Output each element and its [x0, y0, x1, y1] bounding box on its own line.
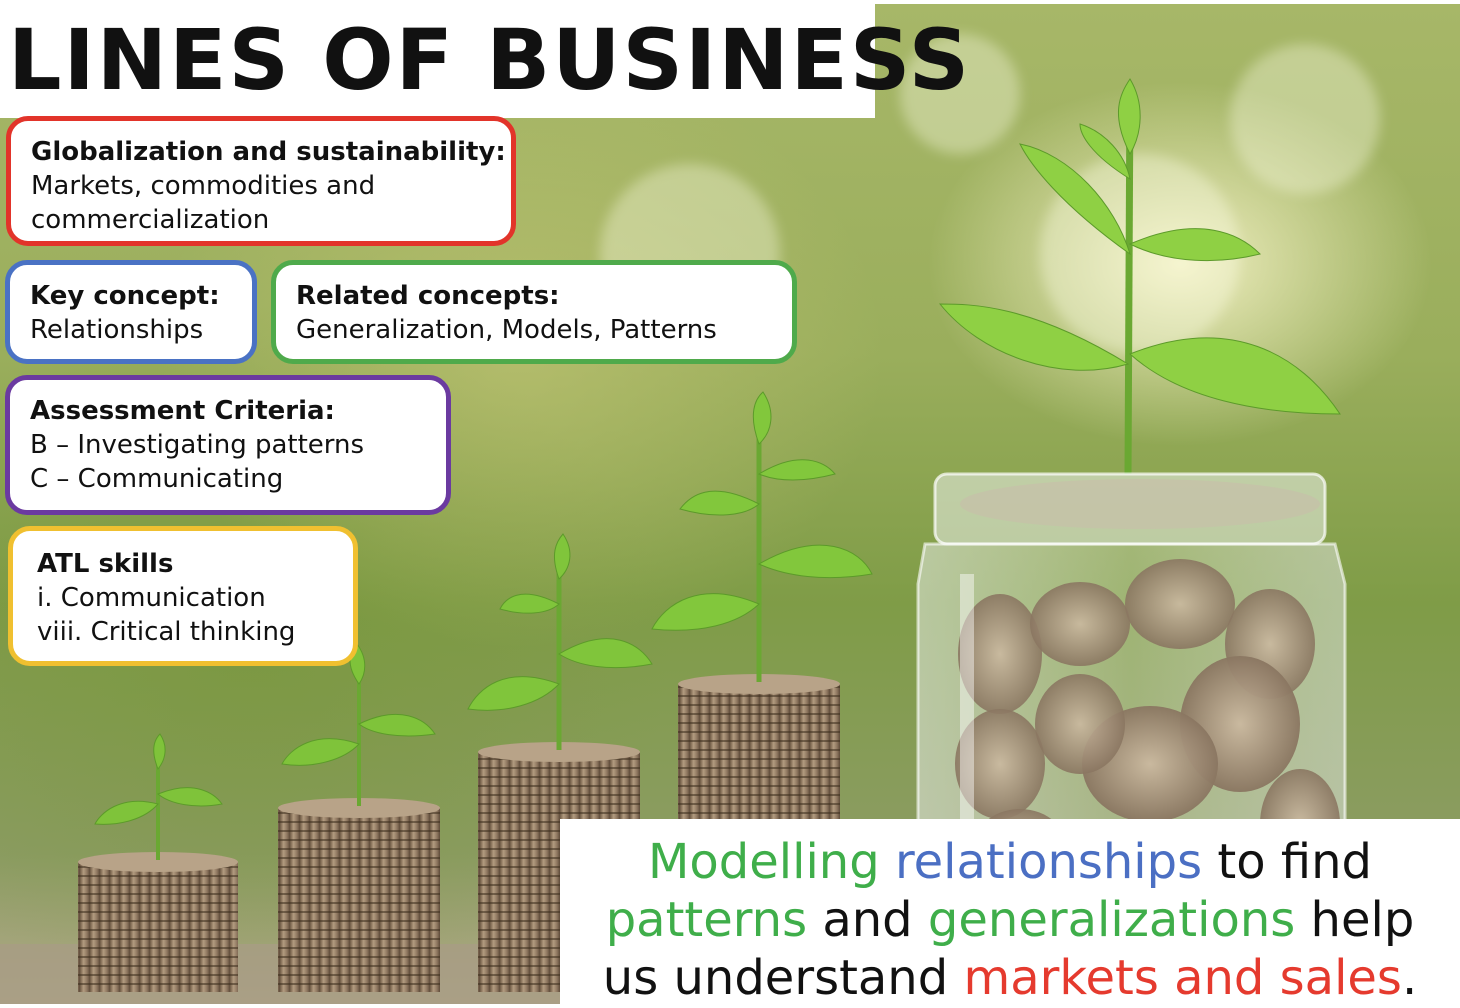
- summary-word: relationships: [894, 834, 1203, 890]
- globalization-box: Globalization and sustainability: Market…: [6, 116, 516, 246]
- atl-item: viii. Critical thinking: [37, 617, 296, 647]
- assessment-criteria-box: Assessment Criteria: B – Investigating p…: [5, 375, 451, 515]
- summary-word: markets and sales: [963, 950, 1402, 1004]
- summary-word: to find: [1217, 834, 1372, 890]
- globalization-line-1: Markets, commodities and: [31, 171, 376, 201]
- coin-stack-2: [278, 798, 440, 992]
- related-concepts-heading: Related concepts:: [296, 281, 560, 311]
- title-banner: LINES OF BUSINESS: [0, 4, 969, 118]
- summary-word: .: [1401, 950, 1418, 1004]
- summary-word: Modelling: [648, 834, 880, 890]
- sprout-1: [94, 733, 223, 860]
- summary-word: us understand: [602, 950, 949, 1004]
- globalization-line-2: commercialization: [31, 205, 270, 235]
- sprout-3: [467, 533, 653, 750]
- page-title: LINES OF BUSINESS: [8, 11, 972, 109]
- summary-word: patterns: [605, 892, 808, 948]
- large-plant: [938, 78, 1341, 475]
- assessment-item: C – Communicating: [30, 464, 284, 494]
- sprout-4: [651, 391, 873, 682]
- key-concept-box: Key concept: Relationships: [5, 260, 257, 364]
- assessment-heading: Assessment Criteria:: [30, 396, 335, 426]
- summary-line-2: patterns and generalizations help: [560, 891, 1460, 949]
- summary-line-3: us understand markets and sales.: [560, 949, 1460, 1004]
- related-concepts-value: Generalization, Models, Patterns: [296, 315, 717, 345]
- summary-word: and: [822, 892, 913, 948]
- atl-heading: ATL skills: [37, 549, 174, 579]
- light-bokeh: [900, 34, 1020, 154]
- atl-item: i. Communication: [37, 583, 266, 613]
- globalization-heading: Globalization and sustainability:: [31, 137, 506, 167]
- coin-stack-1: [78, 852, 238, 992]
- summary-word: help: [1310, 892, 1415, 948]
- atl-skills-box: ATL skills i. Communication viii. Critic…: [8, 526, 358, 666]
- summary-statement: Modelling relationships to find patterns…: [560, 819, 1460, 1004]
- slide: LINES OF BUSINESS Globalization and sust…: [0, 4, 1460, 1004]
- key-concept-heading: Key concept:: [30, 281, 220, 311]
- sprout-2: [281, 643, 436, 806]
- assessment-item: B – Investigating patterns: [30, 430, 365, 460]
- summary-line-1: Modelling relationships to find: [560, 833, 1460, 891]
- related-concepts-box: Related concepts: Generalization, Models…: [271, 260, 797, 364]
- light-bokeh: [1230, 44, 1380, 194]
- key-concept-value: Relationships: [30, 315, 204, 345]
- summary-word: generalizations: [927, 892, 1296, 948]
